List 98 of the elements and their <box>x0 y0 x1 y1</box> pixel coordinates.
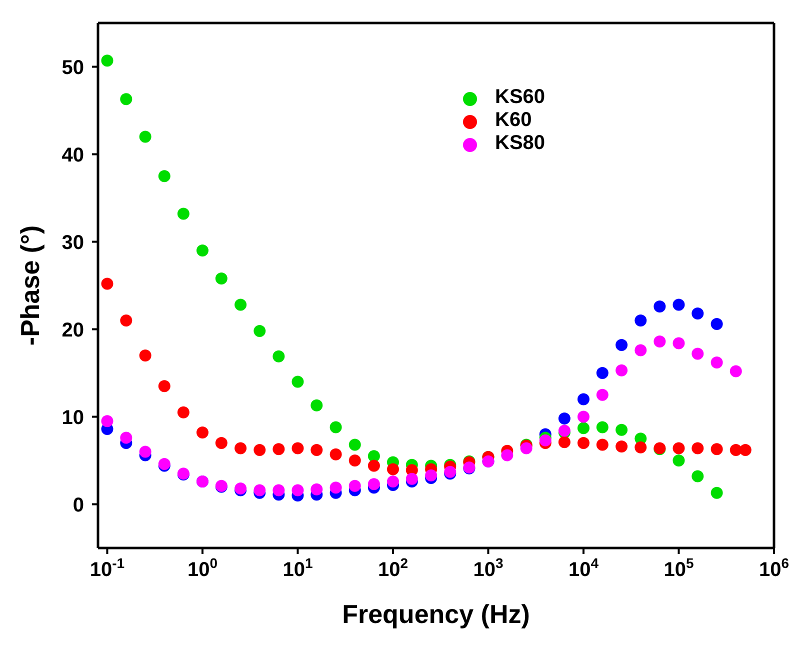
point <box>368 450 380 462</box>
y-tick-label: 10 <box>62 406 84 429</box>
y-tick-label: 50 <box>62 56 84 79</box>
point <box>234 442 247 454</box>
y-tick-label: 40 <box>62 144 84 166</box>
x-tick-label: 10$^{5}$ <box>664 555 694 581</box>
x-tick-label: 10$^{6}$ <box>758 555 790 581</box>
point <box>101 54 114 67</box>
point <box>634 344 647 356</box>
point <box>292 442 304 454</box>
point <box>710 443 723 456</box>
point <box>616 424 628 436</box>
point <box>596 438 608 451</box>
x-tick-label: 10$^{1}$ <box>282 555 313 581</box>
x-axis-title: Frequency (Hz) <box>342 599 530 629</box>
point <box>272 443 285 456</box>
point <box>177 406 190 418</box>
legend-label: K60 <box>495 109 532 131</box>
point <box>692 470 704 482</box>
point <box>158 380 170 392</box>
point <box>330 482 342 494</box>
point <box>139 350 152 362</box>
point <box>254 325 266 337</box>
point <box>692 348 704 360</box>
point <box>310 483 323 496</box>
point <box>292 484 304 496</box>
point <box>730 365 742 378</box>
legend-label: KS60 <box>495 86 546 108</box>
point <box>710 356 723 368</box>
point <box>520 442 532 454</box>
point <box>596 367 608 379</box>
point <box>196 426 208 438</box>
point <box>386 463 399 476</box>
point <box>672 442 685 454</box>
point <box>654 336 666 348</box>
point <box>710 318 723 330</box>
point <box>539 434 552 446</box>
point <box>215 437 228 449</box>
y-tick-label: 0 <box>72 494 84 516</box>
point <box>120 314 132 326</box>
point <box>710 486 723 499</box>
y-axis-title: -Phase (°) <box>15 225 46 346</box>
point <box>310 444 323 456</box>
point <box>101 415 114 428</box>
point <box>577 393 590 406</box>
point <box>634 314 647 326</box>
y-tick-label: 20 <box>62 319 84 342</box>
point <box>616 339 628 351</box>
point <box>672 337 685 350</box>
legend-label: KS80 <box>495 132 546 154</box>
point <box>139 130 152 143</box>
point <box>577 437 590 449</box>
point <box>215 272 228 284</box>
point <box>672 454 685 466</box>
point <box>596 421 608 434</box>
point <box>101 278 114 290</box>
point <box>425 469 438 482</box>
point <box>577 422 590 434</box>
point <box>272 350 285 362</box>
x-tick-label: 10$^{-1}$ <box>90 555 125 581</box>
point <box>558 412 570 424</box>
point <box>692 442 704 454</box>
point <box>196 244 208 256</box>
point <box>310 399 323 412</box>
point <box>558 436 570 448</box>
point <box>330 421 342 434</box>
point <box>634 441 647 454</box>
y-tick-label: 30 <box>62 232 84 254</box>
point <box>368 460 380 472</box>
point <box>596 388 608 401</box>
point <box>254 444 266 456</box>
point <box>120 93 132 106</box>
point <box>139 446 152 458</box>
point <box>330 448 342 460</box>
point <box>234 298 247 311</box>
point <box>501 449 514 462</box>
point <box>348 438 361 451</box>
point <box>616 440 628 452</box>
point <box>406 472 418 485</box>
point <box>386 476 399 488</box>
point <box>120 432 132 444</box>
point <box>577 410 590 423</box>
point <box>368 478 380 490</box>
x-tick-label: 10$^{2}$ <box>378 555 408 581</box>
point <box>254 484 266 496</box>
point <box>272 484 285 496</box>
point <box>348 480 361 492</box>
point <box>616 364 628 376</box>
point <box>158 170 170 182</box>
point <box>672 298 685 311</box>
point <box>177 208 190 220</box>
point <box>292 376 304 388</box>
x-tick-label: 10$^{3}$ <box>473 555 504 581</box>
point <box>692 308 704 320</box>
point <box>348 454 361 466</box>
x-tick-label: 10$^{0}$ <box>187 555 218 581</box>
x-tick-label: 10$^{4}$ <box>568 555 599 581</box>
point <box>654 300 666 312</box>
